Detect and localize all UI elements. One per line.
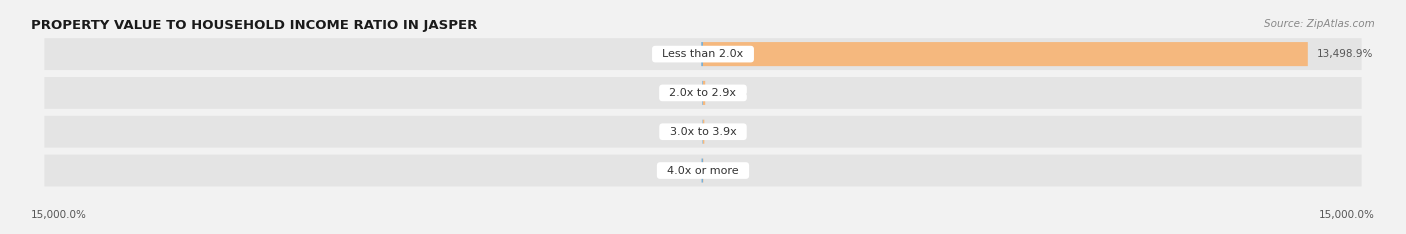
FancyBboxPatch shape [45, 77, 1361, 109]
Text: 15,000.0%: 15,000.0% [31, 210, 87, 220]
Text: 15,000.0%: 15,000.0% [1319, 210, 1375, 220]
FancyBboxPatch shape [703, 42, 1308, 66]
Text: Less than 2.0x: Less than 2.0x [655, 49, 751, 59]
FancyBboxPatch shape [45, 155, 1361, 186]
Text: 3.0x to 3.9x: 3.0x to 3.9x [662, 127, 744, 137]
FancyBboxPatch shape [702, 158, 703, 183]
Text: 39.4%: 39.4% [659, 49, 692, 59]
FancyBboxPatch shape [45, 38, 1361, 70]
FancyBboxPatch shape [702, 42, 703, 66]
Text: PROPERTY VALUE TO HOUSEHOLD INCOME RATIO IN JASPER: PROPERTY VALUE TO HOUSEHOLD INCOME RATIO… [31, 19, 477, 32]
Text: 7.9%: 7.9% [713, 165, 738, 176]
Text: 2.0x to 2.9x: 2.0x to 2.9x [662, 88, 744, 98]
Text: 33.1%: 33.1% [659, 165, 693, 176]
Text: 30.3%: 30.3% [713, 127, 747, 137]
Text: 11.6%: 11.6% [661, 127, 693, 137]
Text: 4.0x or more: 4.0x or more [661, 165, 745, 176]
FancyBboxPatch shape [703, 81, 706, 105]
Text: 15.9%: 15.9% [661, 88, 693, 98]
Text: 49.6%: 49.6% [714, 88, 748, 98]
Text: 13,498.9%: 13,498.9% [1317, 49, 1374, 59]
Text: Source: ZipAtlas.com: Source: ZipAtlas.com [1264, 19, 1375, 29]
FancyBboxPatch shape [45, 116, 1361, 148]
